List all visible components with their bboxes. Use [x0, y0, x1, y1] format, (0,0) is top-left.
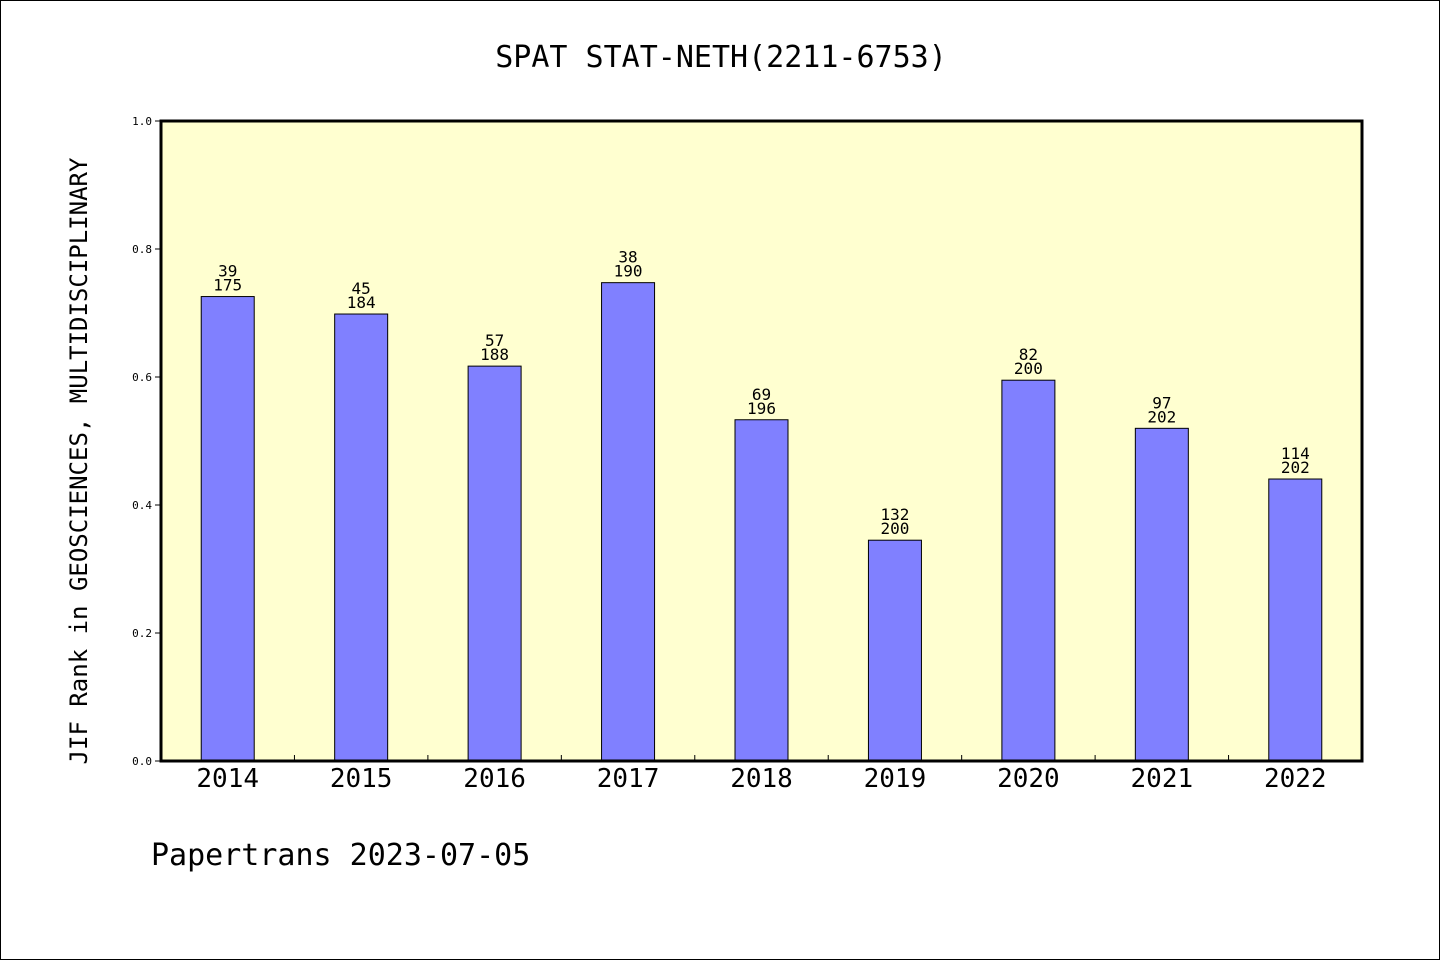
bars-group: [200, 282, 1323, 762]
data-label-rank: 45: [352, 279, 371, 298]
x-tick-label: 2021: [1131, 764, 1194, 794]
y-axis-label: JIF Rank in GEOSCIENCES, MULTIDISCIPLINA…: [65, 157, 93, 764]
x-axis: 2014 2015 2016 2017 2018 2019 2020 2021 2022: [196, 755, 1327, 794]
data-label-rank: 38: [618, 248, 637, 267]
y-tick-label: 0.2: [132, 627, 152, 640]
y-tick-label: 0.4: [132, 499, 152, 512]
bar-2016: [467, 365, 522, 762]
data-label-total: 200: [880, 519, 909, 538]
x-tick-label: 2019: [864, 764, 927, 794]
data-label-rank: 39: [218, 262, 237, 281]
data-label-total: 202: [1147, 407, 1176, 426]
x-tick-label: 2015: [330, 764, 393, 794]
plot-border: [159, 119, 1364, 763]
bar-2019: [867, 539, 922, 762]
footer-credit: Papertrans 2023-07-05: [151, 838, 530, 873]
data-label-total: 196: [747, 399, 776, 418]
x-tick-label: 2014: [196, 764, 259, 794]
bar-2017: [601, 282, 656, 762]
data-label-rank: 57: [485, 331, 504, 350]
data-label-rank: 82: [1019, 345, 1038, 364]
data-label-total: 190: [614, 262, 643, 281]
x-tick-label: 2016: [463, 764, 526, 794]
data-label-rank: 114: [1281, 444, 1310, 463]
data-label-rank: 132: [880, 505, 909, 524]
data-label-rank: 69: [752, 385, 771, 404]
bar-2015: [334, 313, 389, 762]
x-tick-label: 2020: [997, 764, 1060, 794]
y-tick-label: 0.8: [132, 243, 152, 256]
x-tick-label: 2018: [730, 764, 793, 794]
bar-2018: [734, 419, 789, 762]
data-label-total: 188: [480, 345, 509, 364]
y-tick-label: 0.0: [132, 755, 152, 768]
data-label-total: 200: [1014, 359, 1043, 378]
y-axis: 0.0 0.2 0.4 0.6 0.8 1.0: [132, 115, 161, 768]
bar-2020: [1001, 379, 1056, 762]
y-tick-label: 0.6: [132, 371, 152, 384]
data-label-total: 184: [347, 293, 376, 312]
data-label-total: 202: [1281, 458, 1310, 477]
bar-2014: [200, 296, 255, 762]
data-label-total: 175: [213, 276, 242, 295]
chart-title: SPAT STAT-NETH(2211-6753): [495, 40, 947, 75]
y-tick-label: 1.0: [132, 115, 152, 128]
x-tick-label: 2022: [1264, 764, 1327, 794]
x-tick-label: 2017: [597, 764, 660, 794]
bar-2021: [1134, 427, 1189, 762]
data-label-rank: 97: [1152, 393, 1171, 412]
bar-2022: [1268, 478, 1323, 762]
